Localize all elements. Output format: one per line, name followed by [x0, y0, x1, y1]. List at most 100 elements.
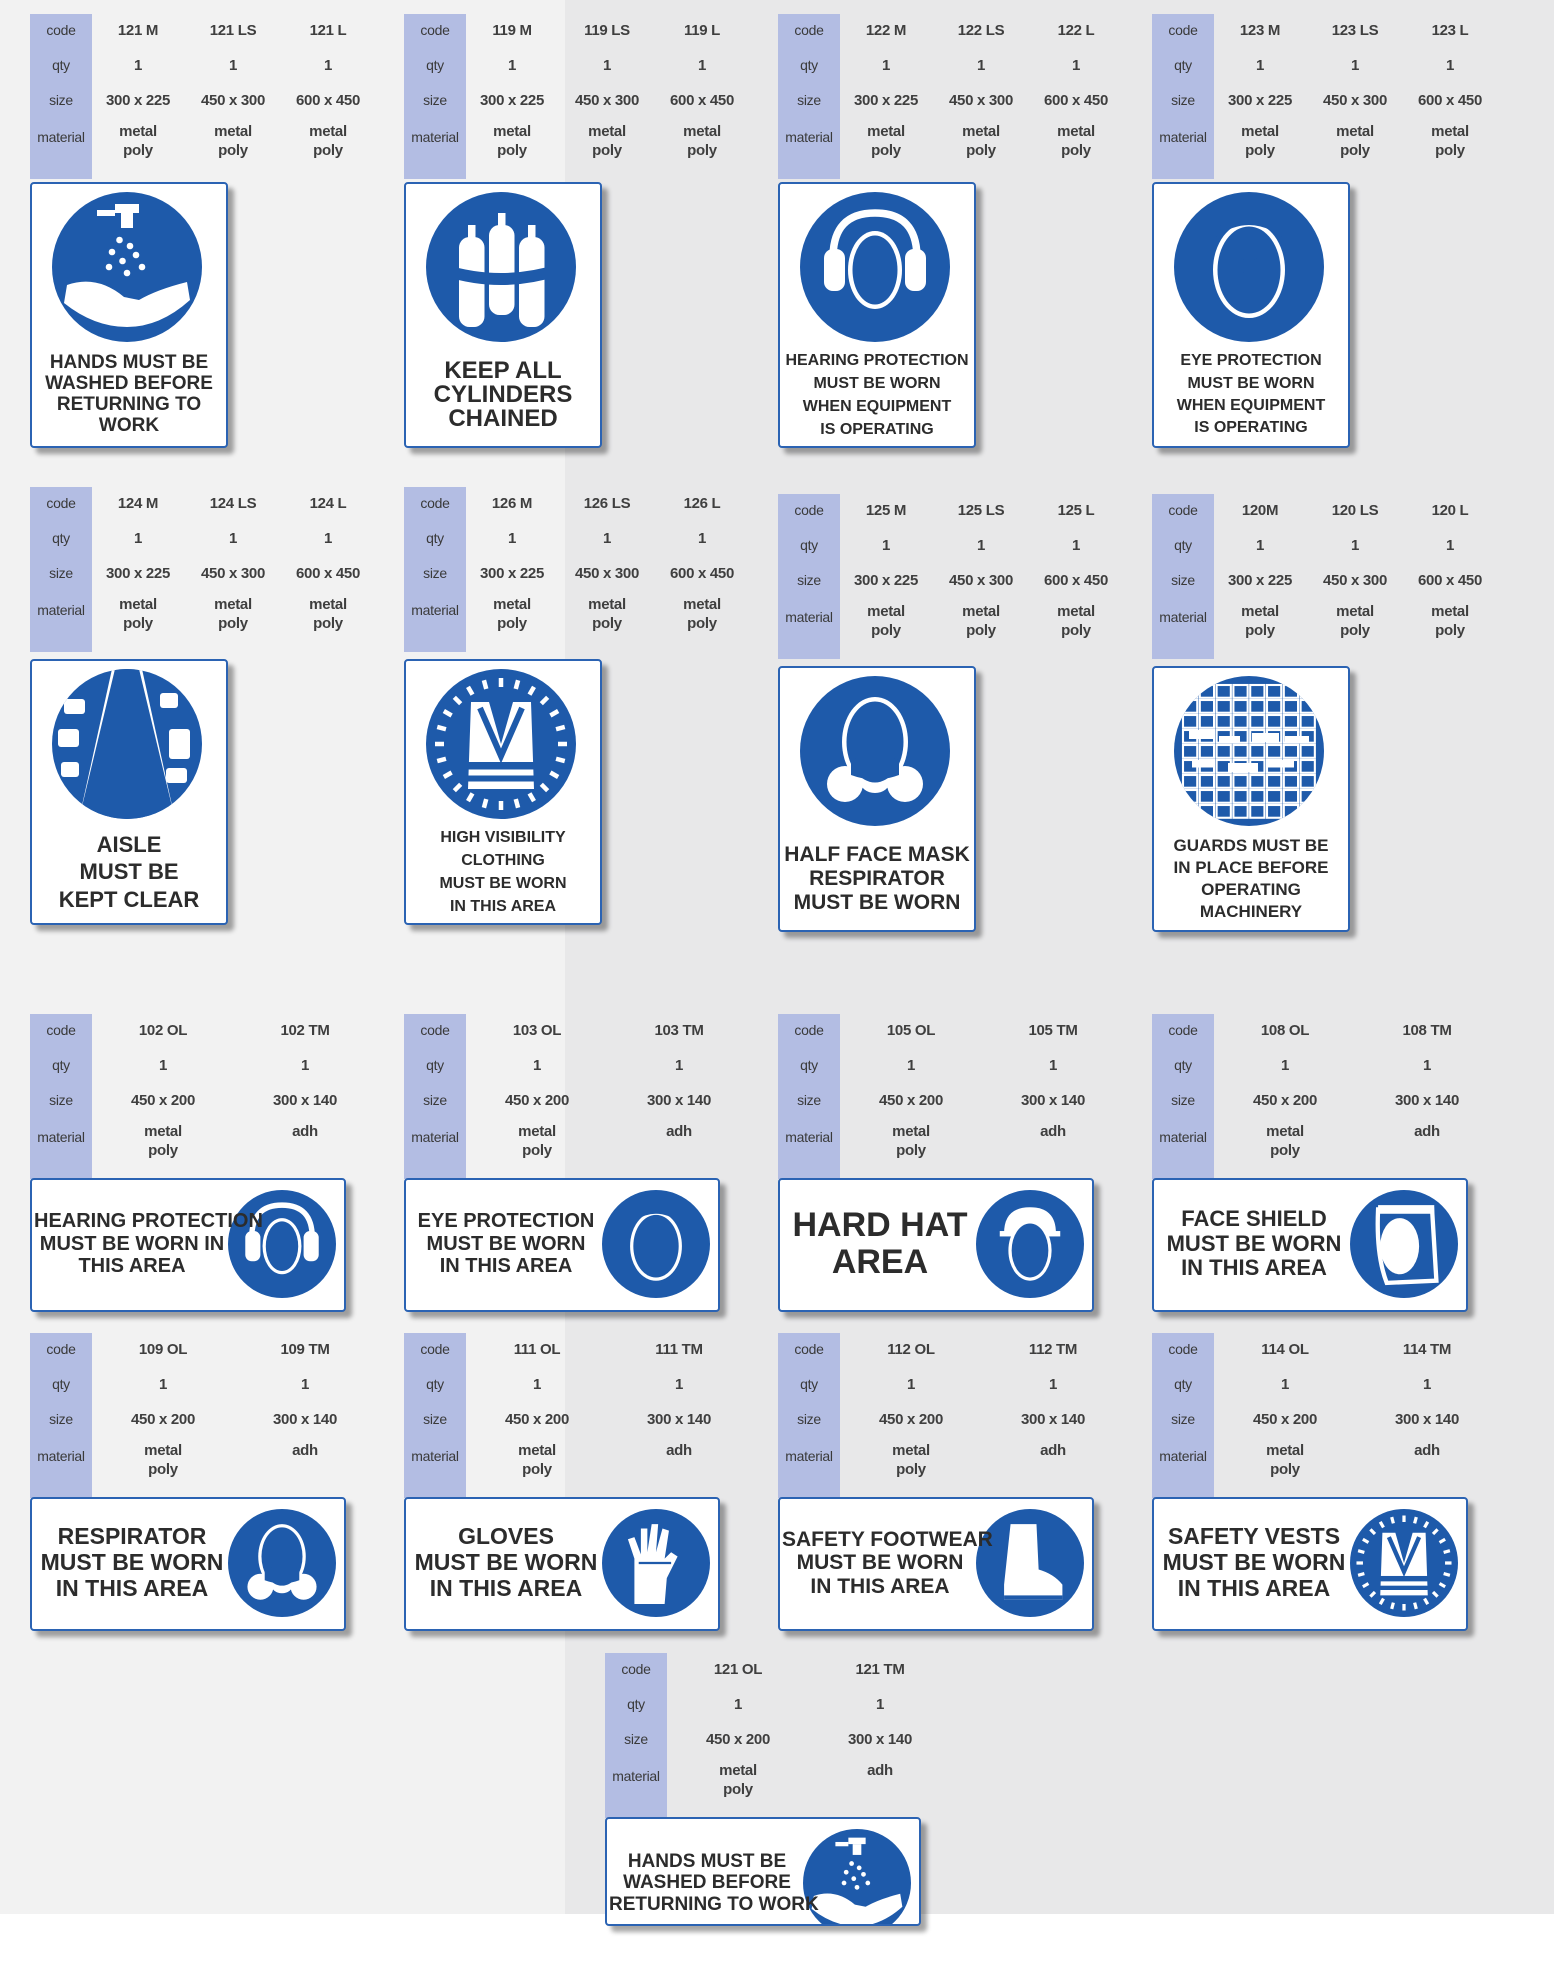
spec-value-size: 450 x 300 [200, 565, 266, 582]
sign-landscape[interactable]: SAFETY VESTS MUST BE WORN IN THIS AREA [1152, 1497, 1468, 1631]
spec-table: code 122 M 122 LS 122 L qty 1 1 1 size 300 x 225 4… [778, 14, 1123, 179]
spec-value-code: 108 TM [1402, 1022, 1452, 1039]
spec-label-size: size [49, 565, 73, 581]
spec-label-material: material [1159, 129, 1207, 145]
sign-landscape[interactable]: HANDS MUST BE WASHED BEFORE RETURNING TO W… [605, 1817, 921, 1926]
spec-table: code 109 OL 109 TM qty 1 1 size 450 x 200 300 x … [30, 1333, 365, 1498]
material-line: metal [867, 123, 905, 140]
sign-landscape[interactable]: GLOVES MUST BE WORN IN THIS AREA [404, 1497, 720, 1631]
ear-muffs-icon [824, 209, 926, 309]
safety-glasses-icon [1213, 217, 1285, 318]
spec-value-material: adh [993, 1122, 1113, 1141]
sign-portrait[interactable]: HEARING PROTECTION MUST BE WORN WHEN EQUIP… [778, 182, 976, 448]
sign-text-line: AISLE [96, 831, 162, 857]
spec-label-code: code [46, 1022, 76, 1038]
spec-label-size: size [797, 572, 821, 588]
spec-value-qty: 1 [602, 530, 612, 547]
spec-value-code: 109 TM [280, 1341, 330, 1358]
sign-text: HARD HAT AREA [782, 1180, 978, 1308]
spec-value-code: 105 TM [1028, 1022, 1078, 1039]
spec-label-size: size [1171, 92, 1195, 108]
spec-table: code 111 OL 111 TM qty 1 1 size 450 x 200 300 x … [404, 1333, 739, 1498]
sign-text-line: SAFETY FOOTWEAR [782, 1527, 993, 1551]
spec-value-material: adh [1367, 1441, 1487, 1460]
material-line: poly [966, 142, 996, 159]
spec-value-qty: 1 [158, 1057, 168, 1074]
product-block: code 109 OL 109 TM qty 1 1 size 450 x 200 300 x … [30, 1333, 360, 1653]
sign-portrait[interactable]: HIGH VISIBILITY CLOTHING MUST BE WORN IN TH… [404, 659, 602, 925]
spec-value-qty: 1 [1280, 1057, 1290, 1074]
sign-portrait[interactable]: EYE PROTECTION MUST BE WORN WHEN EQUIPMENT… [1152, 182, 1350, 448]
material-line: poly [1340, 622, 1370, 639]
spec-label-size: size [423, 565, 447, 581]
material-line: poly [123, 142, 153, 159]
spec-value-qty: 1 [323, 57, 333, 74]
spec-label-code: code [794, 1022, 824, 1038]
spec-label-material: material [37, 602, 85, 618]
sign-portrait[interactable]: KEEP ALL CYLINDERS CHAINED [404, 182, 602, 448]
product-block: code 119 M 119 LS 119 L qty 1 1 1 size 300 x 225 4… [404, 14, 744, 464]
spec-value-qty: 1 [1445, 57, 1455, 74]
spec-value-size: 450 x 200 [130, 1411, 196, 1428]
spec-value-size: 450 x 200 [130, 1092, 196, 1109]
material-line: poly [218, 142, 248, 159]
sign-portrait[interactable]: GUARDS MUST BE IN PLACE BEFORE OPERATING M… [1152, 666, 1350, 932]
sign-circle [228, 1509, 336, 1617]
spec-value-qty: 1 [1071, 57, 1081, 74]
aisle-icon [58, 669, 190, 819]
material-line: adh [666, 1442, 692, 1459]
spec-row-material: material metal poly adh [404, 1119, 739, 1159]
sign-portrait[interactable]: HALF FACE MASK RESPIRATOR MUST BE WORN [778, 666, 976, 932]
spec-value-material: adh [993, 1441, 1113, 1460]
sign-portrait[interactable]: HANDS MUST BE WASHED BEFORE RETURNING TO W… [30, 182, 228, 448]
spec-value-code: 121 OL [713, 1661, 763, 1678]
sign-landscape[interactable]: FACE SHIELD MUST BE WORN IN THIS AREA [1152, 1178, 1468, 1312]
sign-landscape[interactable]: HARD HAT AREA [778, 1178, 1094, 1312]
spec-row-qty: qty 1 1 1 [778, 529, 1123, 564]
spec-row-material: material metal poly adh [30, 1119, 365, 1159]
ear-muffs-icon [245, 1202, 319, 1275]
spec-value-code: 122 L [1057, 22, 1095, 39]
sign-landscape[interactable]: EYE PROTECTION MUST BE WORN IN THIS AREA [404, 1178, 720, 1312]
spec-value-code: 112 OL [887, 1341, 935, 1358]
sign-text-line: WHEN EQUIPMENT [802, 398, 952, 415]
spec-value-size: 600 x 450 [669, 92, 735, 109]
sign-text-line: CHAINED [448, 405, 558, 432]
spec-row-material: material metal poly adh [778, 1438, 1113, 1478]
spec-value-material: metal poly [103, 1122, 223, 1160]
product-block: code 121 M 121 LS 121 L qty 1 1 1 size 300 x 225 4… [30, 14, 370, 464]
sign-text-line: AREA [831, 1243, 929, 1281]
sign-portrait[interactable]: AISLE MUST BE KEPT CLEAR [30, 659, 228, 925]
spec-value-material: metal poly [477, 1441, 597, 1479]
spec-row-size: size 300 x 225 450 x 300 600 x 450 [778, 84, 1123, 119]
sign-landscape[interactable]: HEARING PROTECTION MUST BE WORN IN THIS AR… [30, 1178, 346, 1312]
spec-row-size: size 300 x 225 450 x 300 600 x 450 [30, 557, 375, 592]
spec-value-size: 450 x 200 [1252, 1411, 1318, 1428]
spec-label-qty: qty [800, 1057, 818, 1073]
sign-text: EYE PROTECTION MUST BE WORN IN THIS AREA [408, 1180, 604, 1308]
spec-value-size: 300 x 225 [479, 565, 545, 582]
spec-row-qty: qty 1 1 1 [404, 49, 749, 84]
spec-row-size: size 450 x 200 300 x 140 [1152, 1403, 1487, 1438]
spec-row-code: code 119 M 119 LS 119 L [404, 14, 749, 49]
sign-landscape[interactable]: RESPIRATOR MUST BE WORN IN THIS AREA [30, 1497, 346, 1631]
product-block: code 105 OL 105 TM qty 1 1 size 450 x 200 300 x … [778, 1014, 1108, 1334]
sign-text-line: IS OPERATING [820, 421, 934, 439]
spec-label-material: material [411, 1448, 459, 1464]
face-shield-icon [1375, 1205, 1439, 1286]
spec-row-code: code 109 OL 109 TM [30, 1333, 365, 1368]
spec-value-size: 450 x 300 [200, 92, 266, 109]
spec-label-material: material [1159, 1129, 1207, 1145]
spec-value-qty: 1 [532, 1057, 542, 1074]
sign-landscape[interactable]: SAFETY FOOTWEAR MUST BE WORN IN THIS AREA [778, 1497, 1094, 1631]
spec-label-column [404, 1014, 466, 1179]
spec-value-size: 300 x 140 [1020, 1092, 1086, 1109]
sign-circle [426, 669, 576, 819]
spec-value-code: 121 M [117, 22, 159, 39]
material-line: poly [1435, 622, 1465, 639]
sign-text: GUARDS MUST BE IN PLACE BEFORE OPERATING M… [1154, 834, 1348, 924]
spec-row-qty: qty 1 1 [404, 1049, 739, 1084]
sign-text-line: MUST BE WORN [796, 1551, 964, 1575]
product-block: code 126 M 126 LS 126 L qty 1 1 1 size 300 x 225 4… [404, 487, 744, 937]
spec-value-qty: 1 [697, 57, 707, 74]
